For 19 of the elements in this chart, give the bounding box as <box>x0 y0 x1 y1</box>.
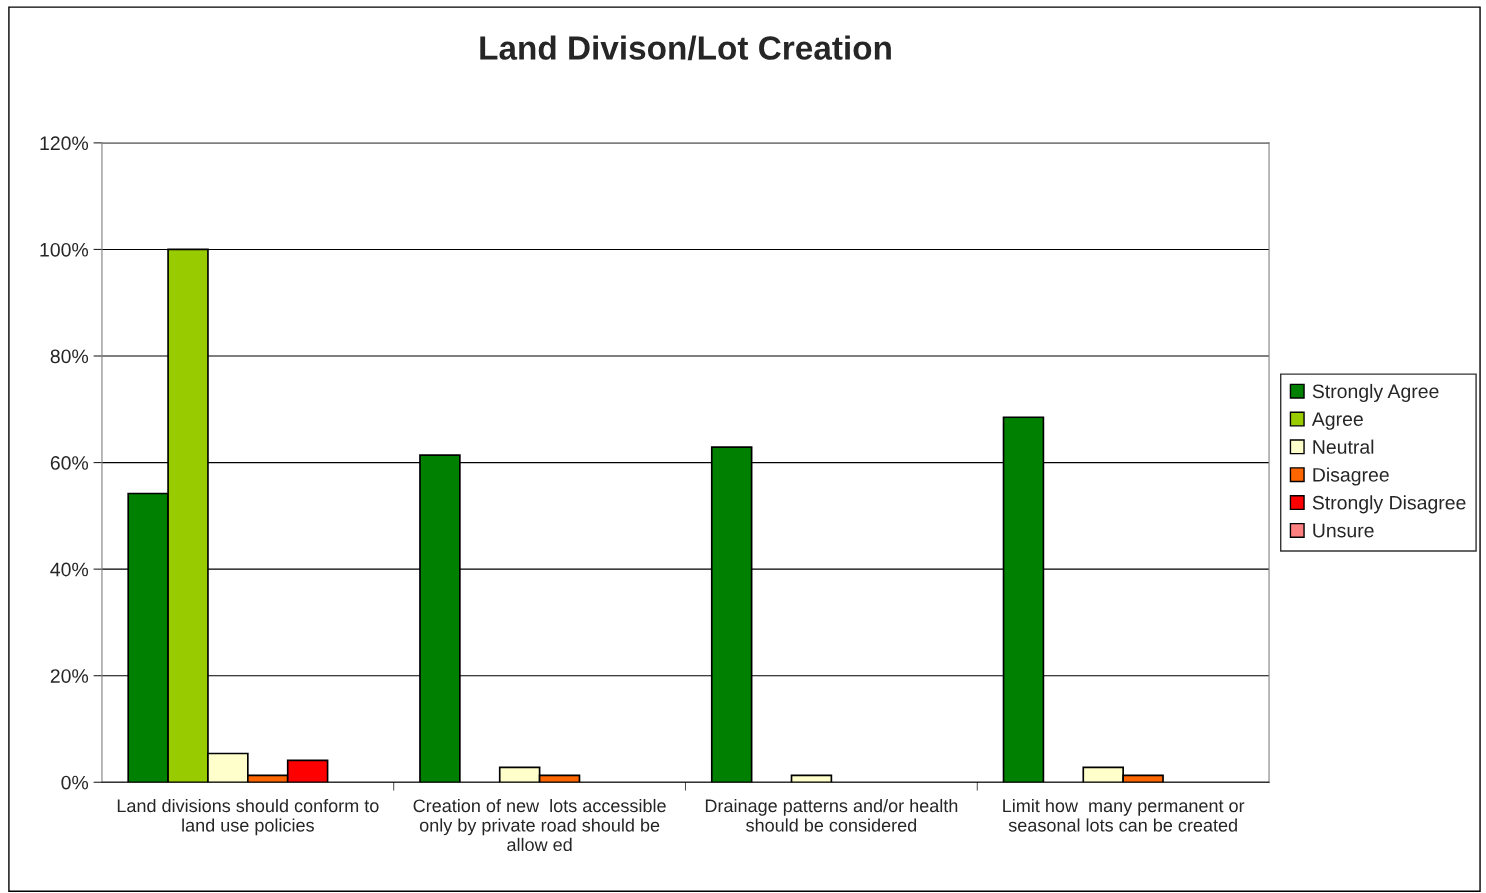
legend-label: Strongly Disagree <box>1312 495 1466 514</box>
bar <box>790 774 833 783</box>
y-tick-label: 100% <box>40 242 89 257</box>
y-tick-label: 60% <box>50 456 89 470</box>
legend-label: Agree <box>1311 412 1363 430</box>
chart-title: Land Divison/Lot Creation <box>480 35 891 61</box>
y-tick-label: 80% <box>50 349 89 364</box>
y-tick-label: 120% <box>40 136 89 151</box>
x-tick-label: Creation of new lots accessible only by private road should be allow ed <box>413 798 666 852</box>
legend-label: Disagree <box>1313 467 1389 486</box>
legend-label: Neutral <box>1313 439 1374 454</box>
x-tick-label: Limit how many permanent or seasonal lots can be created <box>1003 798 1245 832</box>
y-tick-label: 20% <box>50 669 89 683</box>
x-tick-label: Land divisions should conform to land use policies <box>117 798 379 836</box>
y-tick-label: 0% <box>61 775 89 790</box>
x-tick-label: Drainage patterns and/or health should be considered <box>705 798 958 832</box>
legend-label: Unsure <box>1313 523 1374 538</box>
y-tick-label: 40% <box>50 562 89 577</box>
legend-label: Strongly Agree <box>1312 383 1439 403</box>
